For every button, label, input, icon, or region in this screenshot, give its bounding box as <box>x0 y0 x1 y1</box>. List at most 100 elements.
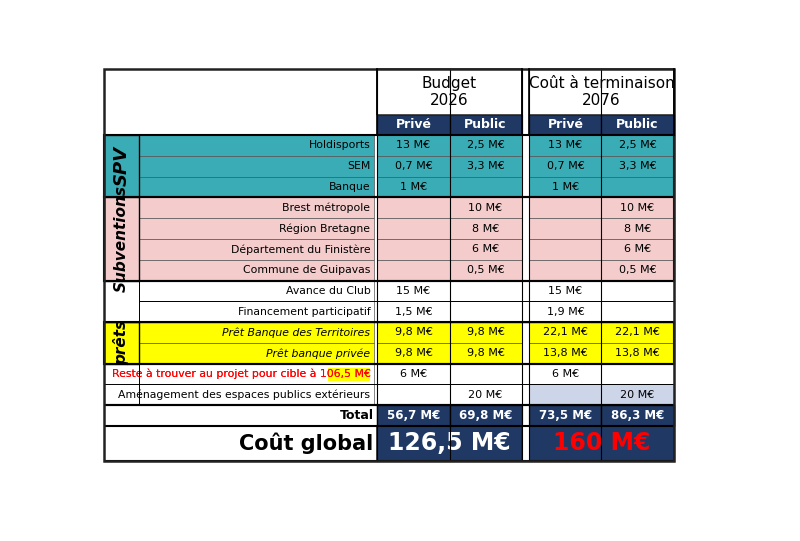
Text: 13,8 M€: 13,8 M€ <box>615 348 660 358</box>
Bar <box>602 301 674 322</box>
Text: 3,3 M€: 3,3 M€ <box>466 161 504 171</box>
Bar <box>104 426 378 461</box>
Bar <box>378 260 450 281</box>
Text: 1,9 M€: 1,9 M€ <box>546 307 584 316</box>
Bar <box>104 69 674 115</box>
Bar <box>450 135 522 156</box>
Text: 69,8 M€: 69,8 M€ <box>459 409 512 422</box>
Bar <box>602 343 674 364</box>
Bar <box>530 197 602 218</box>
Bar <box>450 405 522 426</box>
Bar <box>378 176 450 197</box>
Text: prêts: prêts <box>114 320 130 366</box>
Bar <box>602 176 674 197</box>
Bar <box>602 239 674 260</box>
Bar <box>530 322 602 343</box>
Bar <box>378 405 450 426</box>
Text: 0,7 M€: 0,7 M€ <box>546 161 584 171</box>
Text: Subventions: Subventions <box>114 186 129 293</box>
Text: 126,5 M€: 126,5 M€ <box>388 431 511 456</box>
Text: 9,8 M€: 9,8 M€ <box>466 327 505 338</box>
Bar <box>138 239 374 260</box>
Bar <box>602 156 674 176</box>
Bar <box>104 115 378 135</box>
Bar <box>104 281 138 301</box>
Bar <box>530 239 602 260</box>
Bar <box>378 385 450 405</box>
Text: 160 M€: 160 M€ <box>553 431 650 456</box>
Bar <box>450 322 522 343</box>
Text: 22,1 M€: 22,1 M€ <box>615 327 660 338</box>
Text: Coût à terminaison
2076: Coût à terminaison 2076 <box>529 76 674 108</box>
Bar <box>602 322 674 343</box>
Bar <box>378 343 450 364</box>
Bar <box>138 343 374 364</box>
Bar <box>104 322 138 364</box>
Text: 2,5 M€: 2,5 M€ <box>466 140 505 150</box>
Bar <box>530 176 602 197</box>
Text: 0,7 M€: 0,7 M€ <box>394 161 432 171</box>
Bar <box>378 218 450 239</box>
Text: 15 M€: 15 M€ <box>548 286 582 296</box>
Text: Coût global: Coût global <box>239 433 374 454</box>
Text: 6 M€: 6 M€ <box>552 369 579 379</box>
Bar <box>378 135 450 156</box>
Bar <box>378 115 450 135</box>
Text: 22,1 M€: 22,1 M€ <box>543 327 588 338</box>
Bar <box>602 115 674 135</box>
Bar <box>104 301 138 322</box>
Bar <box>138 364 374 385</box>
Bar <box>602 135 674 156</box>
Text: SEM: SEM <box>347 161 370 171</box>
Bar <box>522 69 530 461</box>
Text: Aménagement des espaces publics extérieurs: Aménagement des espaces publics extérieu… <box>118 390 370 400</box>
Bar <box>450 260 522 281</box>
Text: 6 M€: 6 M€ <box>472 245 499 254</box>
Bar <box>378 197 450 218</box>
Bar <box>104 364 138 385</box>
Bar <box>378 426 522 461</box>
Bar <box>138 301 374 322</box>
Text: 15 M€: 15 M€ <box>397 286 430 296</box>
Bar <box>450 218 522 239</box>
Bar <box>450 239 522 260</box>
Text: SPV: SPV <box>112 146 130 186</box>
Text: Commune de Guipavas: Commune de Guipavas <box>243 265 370 275</box>
Text: 9,8 M€: 9,8 M€ <box>394 327 433 338</box>
Text: Reste à trouver au projet pour cible à 106,5 M€: Reste à trouver au projet pour cible à 1… <box>112 369 370 379</box>
Bar <box>530 385 602 405</box>
Bar <box>602 385 674 405</box>
Bar <box>450 385 522 405</box>
Bar <box>450 301 522 322</box>
Text: 56,7 M€: 56,7 M€ <box>387 409 440 422</box>
Bar <box>530 426 674 461</box>
Bar <box>530 281 602 301</box>
Text: 13 M€: 13 M€ <box>397 140 430 150</box>
Text: 73,5 M€: 73,5 M€ <box>539 409 592 422</box>
Bar <box>450 343 522 364</box>
Text: Budget
2026: Budget 2026 <box>422 76 477 108</box>
Bar <box>138 176 374 197</box>
Text: 8 M€: 8 M€ <box>624 223 651 234</box>
Bar <box>530 364 602 385</box>
Bar <box>138 218 374 239</box>
Text: 0,5 M€: 0,5 M€ <box>466 265 504 275</box>
Text: 1,5 M€: 1,5 M€ <box>394 307 432 316</box>
Text: 86,3 M€: 86,3 M€ <box>611 409 664 422</box>
Bar <box>378 301 450 322</box>
Bar <box>138 385 374 405</box>
Bar <box>378 322 450 343</box>
Bar <box>450 176 522 197</box>
Bar <box>602 197 674 218</box>
Bar <box>450 364 522 385</box>
Text: Région Bretagne: Région Bretagne <box>279 223 370 234</box>
Text: 13,8 M€: 13,8 M€ <box>543 348 588 358</box>
Text: 1 M€: 1 M€ <box>552 182 579 192</box>
Bar <box>328 367 370 381</box>
Bar <box>378 69 522 115</box>
Text: Privé: Privé <box>547 118 583 131</box>
Bar <box>530 156 602 176</box>
Bar <box>450 156 522 176</box>
Text: Département du Finistère: Département du Finistère <box>231 244 370 255</box>
Bar <box>138 197 374 218</box>
